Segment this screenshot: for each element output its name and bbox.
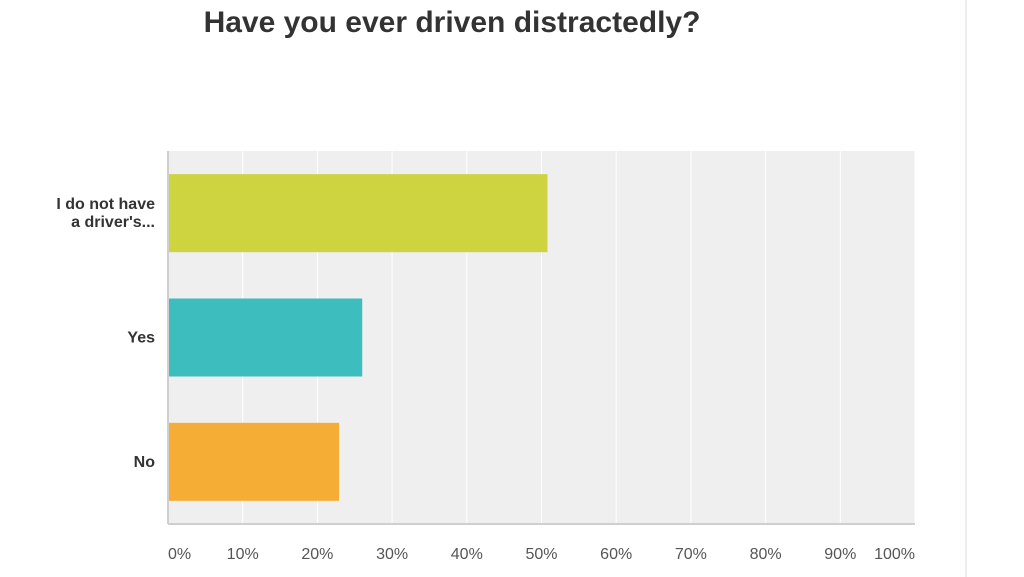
category-label-1: Yes xyxy=(127,330,155,347)
x-tick-labels: 0% 10% 20% 30% 40% 50% 60% 70% 80% 90% 100% xyxy=(168,546,915,563)
category-label-line: a driver's... xyxy=(71,214,155,231)
panel-divider xyxy=(965,0,967,577)
category-label-line: No xyxy=(134,454,156,471)
x-tick-label-10: 10% xyxy=(227,546,259,563)
x-tick-label-80: 80% xyxy=(750,546,782,563)
category-label-line: Yes xyxy=(127,330,155,347)
category-label-0: I do not have a driver's... xyxy=(56,196,155,231)
x-tick-label-100: 100% xyxy=(874,546,915,563)
x-tick-label-70: 70% xyxy=(675,546,707,563)
category-label-line: I do not have xyxy=(56,196,155,213)
chart-title: Have you ever driven distractedly? xyxy=(203,6,701,39)
bars xyxy=(168,174,548,501)
category-label-2: No xyxy=(134,454,156,471)
bar-2 xyxy=(168,422,340,501)
category-labels: I do not have a driver's... Yes No xyxy=(56,196,155,471)
x-tick-label-0: 0% xyxy=(168,546,191,563)
x-tick-label-30: 30% xyxy=(376,546,408,563)
x-tick-label-40: 40% xyxy=(451,546,483,563)
x-tick-label-60: 60% xyxy=(600,546,632,563)
bar-1 xyxy=(168,298,363,377)
bar-0 xyxy=(168,174,548,253)
x-tick-label-50: 50% xyxy=(525,546,557,563)
x-tick-label-90: 90% xyxy=(824,546,856,563)
x-tick-label-20: 20% xyxy=(301,546,333,563)
